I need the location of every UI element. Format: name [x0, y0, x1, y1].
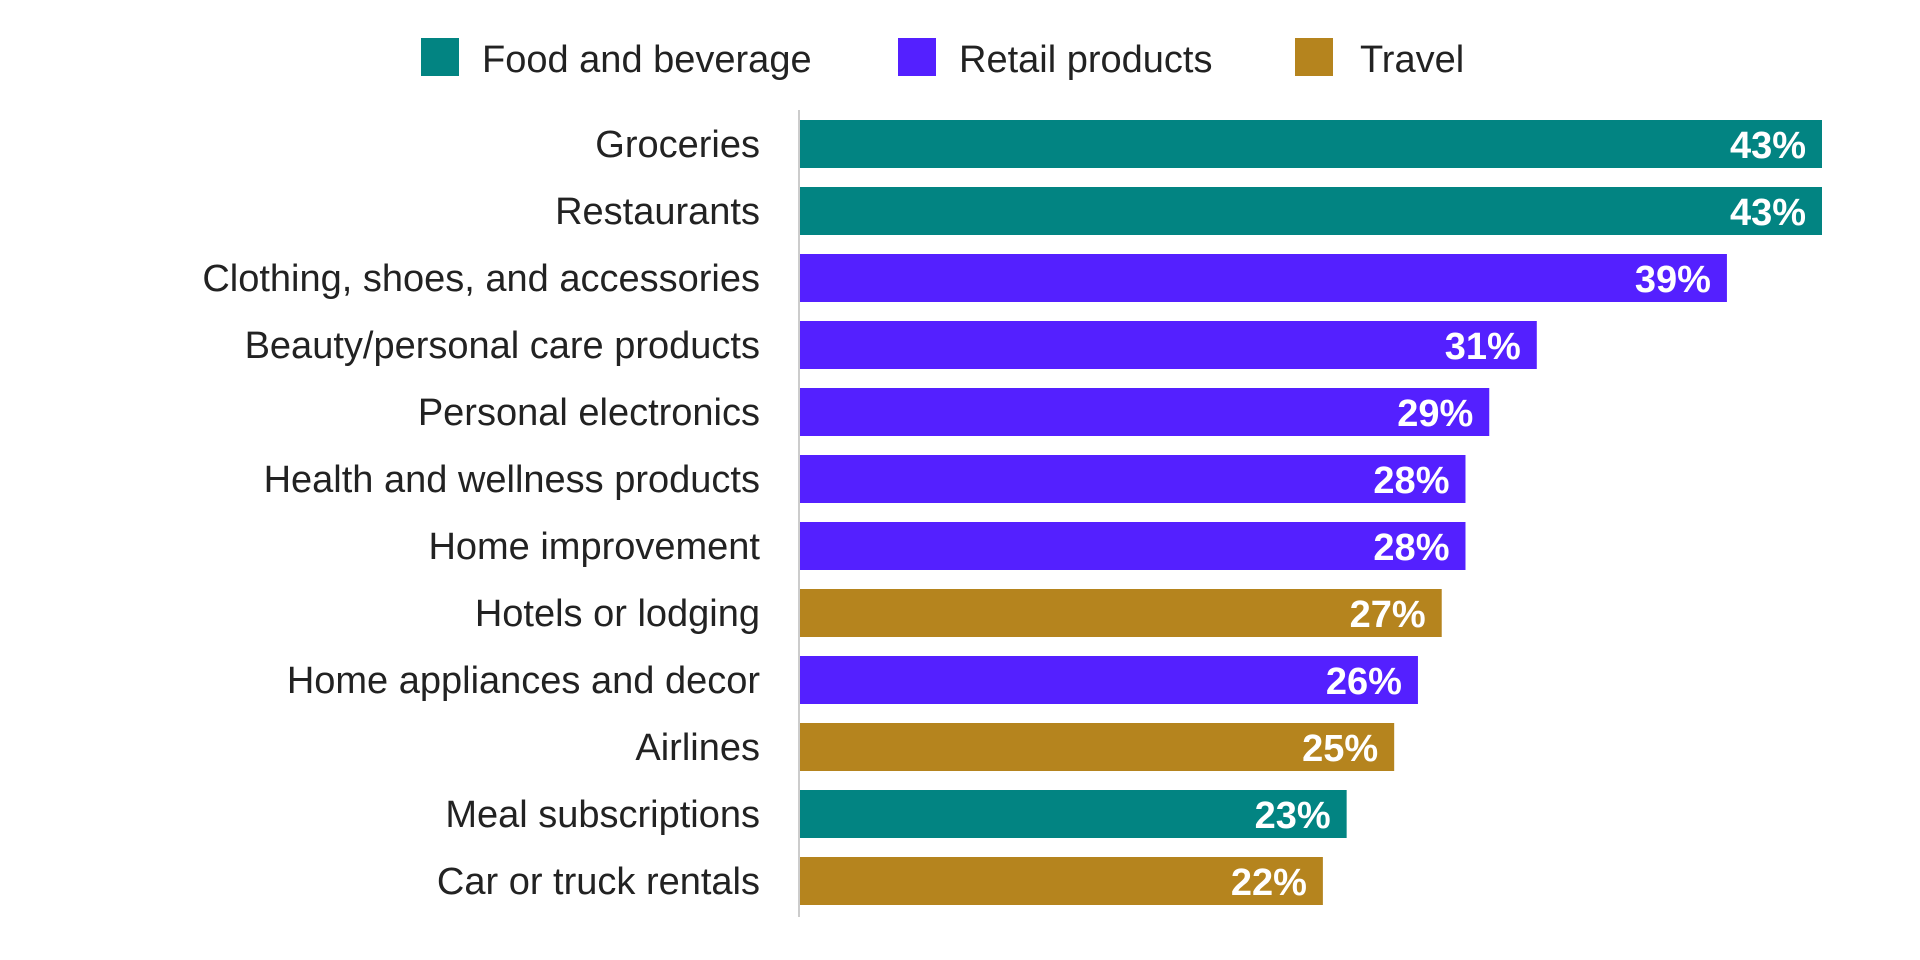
bar-value-label: 31%	[1445, 326, 1521, 368]
bar-value-label: 23%	[1255, 795, 1331, 837]
category-label: Restaurants	[555, 191, 760, 233]
bar-value-label: 28%	[1373, 527, 1449, 569]
bar-food-and-beverage	[800, 790, 1347, 838]
bar-travel	[800, 857, 1323, 905]
category-label: Groceries	[595, 124, 760, 166]
category-label: Health and wellness products	[264, 459, 760, 501]
bars	[800, 120, 1822, 905]
bar-value-label: 39%	[1635, 259, 1711, 301]
bar-retail-products	[800, 455, 1466, 503]
bar-travel	[800, 589, 1442, 637]
legend: Food and beverage Retail products Travel	[421, 38, 1464, 81]
bar-value-label: 29%	[1397, 393, 1473, 435]
bar-retail-products	[800, 321, 1537, 369]
category-label: Meal subscriptions	[445, 794, 760, 836]
legend-swatch-retail-products	[898, 38, 936, 76]
bar-value-label: 22%	[1231, 862, 1307, 904]
category-label: Hotels or lodging	[475, 593, 760, 635]
legend-label-travel: Travel	[1360, 39, 1464, 81]
bar-retail-products	[800, 656, 1418, 704]
legend-label-retail-products: Retail products	[959, 39, 1212, 81]
legend-swatch-travel	[1295, 38, 1333, 76]
bar-value-label: 26%	[1326, 661, 1402, 703]
category-label: Beauty/personal care products	[245, 325, 760, 367]
bar-travel	[800, 723, 1395, 771]
legend-label-food-and-beverage: Food and beverage	[482, 39, 812, 81]
bar-value-label: 43%	[1730, 192, 1806, 234]
legend-swatch-food-and-beverage	[421, 38, 459, 76]
bar-value-label: 27%	[1350, 594, 1426, 636]
category-label: Clothing, shoes, and accessories	[202, 258, 760, 300]
bar-food-and-beverage	[800, 120, 1822, 168]
bar-retail-products	[800, 522, 1466, 570]
category-label: Home appliances and decor	[287, 660, 761, 702]
category-label: Airlines	[635, 727, 760, 769]
category-label: Personal electronics	[418, 392, 760, 434]
bar-value-label: 43%	[1730, 125, 1806, 167]
category-label: Home improvement	[428, 526, 760, 568]
bar-value-label: 28%	[1373, 460, 1449, 502]
bar-value-label: 25%	[1302, 728, 1378, 770]
bar-retail-products	[800, 254, 1727, 302]
category-labels: Groceries Restaurants Clothing, shoes, and…	[202, 124, 760, 903]
bar-food-and-beverage	[800, 187, 1822, 235]
value-labels: 43% 43% 39% 31% 29% 28% 28% 27% 26% 25% 23% 22%	[1231, 125, 1806, 904]
category-label: Car or truck rentals	[437, 861, 760, 903]
bar-retail-products	[800, 388, 1490, 436]
